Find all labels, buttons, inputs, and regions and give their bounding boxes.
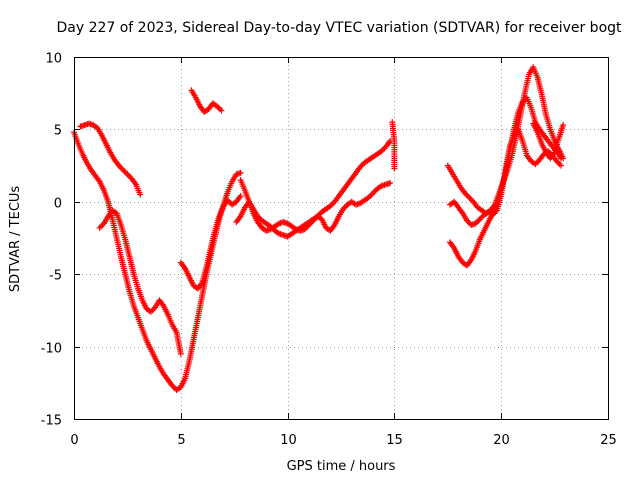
data-point: [476, 216, 483, 223]
y-tick-label: -10: [41, 342, 62, 357]
data-point: [467, 195, 474, 202]
data-point: [371, 188, 378, 195]
data-point: [466, 194, 473, 201]
data-point: [368, 191, 375, 198]
data-point: [218, 107, 225, 114]
x-tick-label: 5: [177, 433, 185, 448]
grid-lines: [74, 57, 608, 419]
data-point: [556, 161, 563, 168]
data-point: [370, 190, 377, 197]
data-point: [391, 165, 398, 172]
data-point: [237, 193, 244, 200]
data-points: [71, 64, 567, 394]
data-point: [121, 168, 128, 175]
x-tick-label: 0: [70, 433, 78, 448]
plot-frame: [74, 57, 609, 420]
x-tick-label: 20: [493, 433, 510, 448]
y-tick-label: 5: [54, 124, 62, 139]
data-point: [237, 169, 244, 176]
data-point: [137, 191, 144, 198]
data-point: [464, 193, 471, 200]
data-point: [560, 122, 567, 129]
data-point: [118, 165, 125, 172]
data-point: [120, 166, 127, 173]
y-tick-label: 0: [54, 197, 62, 212]
y-tick-label: -5: [49, 269, 62, 284]
data-point: [558, 162, 565, 169]
x-axis-title: GPS time / hours: [287, 459, 396, 474]
axis-ticks: 0 5 10 15 20 25 -15 -10 -5 0 5 10: [41, 52, 617, 449]
data-point: [387, 179, 394, 186]
data-point: [177, 350, 184, 357]
data-point: [98, 223, 105, 230]
data-point: [96, 224, 103, 231]
data-point: [472, 220, 479, 227]
data-point: [122, 169, 129, 176]
data-point: [475, 217, 482, 224]
data-point: [558, 155, 565, 162]
data-point: [125, 172, 132, 179]
data-point: [478, 214, 485, 221]
x-tick-label: 10: [280, 433, 297, 448]
y-tick-label: 10: [45, 52, 62, 67]
y-tick-label: -15: [41, 414, 62, 429]
y-axis-title: SDTVAR / TECUs: [8, 186, 23, 293]
x-tick-label: 25: [600, 433, 617, 448]
data-point: [533, 159, 540, 166]
data-point: [149, 307, 156, 314]
data-point: [124, 171, 131, 178]
x-tick-label: 15: [386, 433, 403, 448]
chart-title: Day 227 of 2023, Sidereal Day-to-day VTE…: [56, 20, 622, 36]
data-point: [216, 106, 223, 113]
